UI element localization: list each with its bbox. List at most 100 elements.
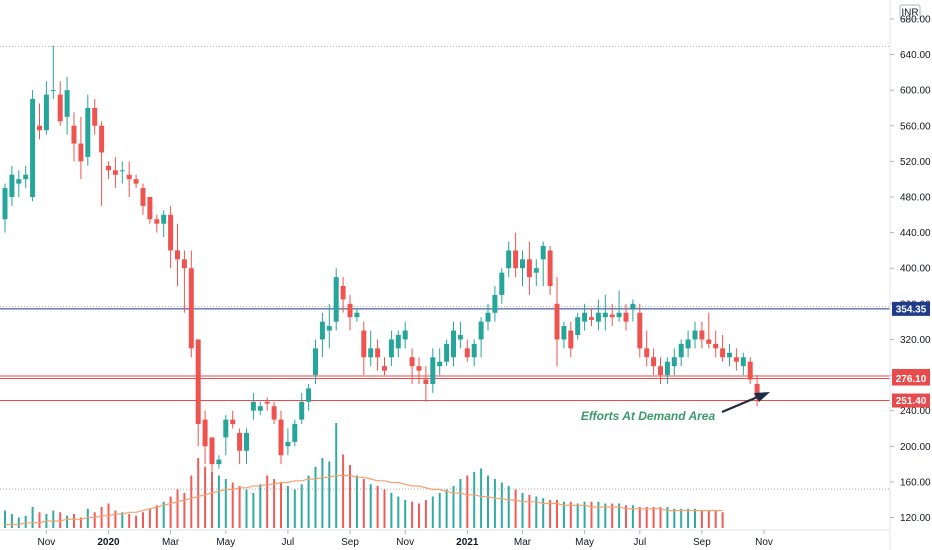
candle-body xyxy=(457,335,463,340)
candle-body xyxy=(140,188,146,206)
candle-body xyxy=(299,401,305,420)
candle-body xyxy=(423,379,429,384)
candle-body xyxy=(133,179,139,184)
volume-bar xyxy=(183,493,186,528)
candle-body xyxy=(699,330,705,340)
volume-bar xyxy=(590,501,593,528)
candle-body xyxy=(754,383,760,398)
volume-bar xyxy=(493,479,496,528)
volume-bar xyxy=(190,475,193,528)
volume-bar xyxy=(659,507,662,528)
candle-body xyxy=(30,99,36,197)
candle-body xyxy=(720,348,726,358)
candle-body xyxy=(244,432,249,451)
volume-bar xyxy=(687,508,690,528)
volume-bar xyxy=(148,508,151,528)
candle-body xyxy=(616,312,622,318)
candle-body xyxy=(92,107,98,126)
candle-body xyxy=(664,361,670,376)
y-tick-label-7: 400.00 xyxy=(900,264,931,275)
candle-body xyxy=(126,174,132,180)
candle-body xyxy=(264,401,270,404)
candle-body xyxy=(326,326,332,331)
candle-body xyxy=(568,330,574,349)
candle-body xyxy=(340,286,346,300)
candle-body xyxy=(16,179,22,184)
candle-body xyxy=(112,170,118,175)
volume-bar xyxy=(583,501,586,528)
volume-bar xyxy=(397,496,400,528)
candle-body xyxy=(416,366,422,371)
price-badge-0 xyxy=(892,301,930,316)
candle-body xyxy=(589,317,594,320)
candle-body xyxy=(582,312,588,322)
volume-bar xyxy=(135,515,138,528)
volume-bar xyxy=(707,510,710,528)
candle-body xyxy=(306,388,312,402)
candle-body xyxy=(382,366,387,371)
x-tick-label-9: May xyxy=(575,537,594,548)
candle-body xyxy=(319,321,325,340)
x-tick-label-3: May xyxy=(216,537,235,548)
candle-body xyxy=(223,419,229,438)
x-tick-label-12: Nov xyxy=(755,537,773,548)
candle-body xyxy=(402,330,408,340)
candle-body xyxy=(188,268,194,349)
candle-body xyxy=(333,277,339,322)
volume-bar xyxy=(10,514,13,528)
candle-body xyxy=(388,339,394,358)
volume-bar xyxy=(507,486,510,528)
candle-body xyxy=(237,432,243,451)
y-tick-label-12: 600.00 xyxy=(900,86,931,97)
candle-body xyxy=(713,343,719,349)
volume-bar xyxy=(611,503,614,528)
volume-bar xyxy=(169,496,172,528)
annotation-layer: Efforts At Demand Area xyxy=(581,392,770,423)
x-tick-label-2: Mar xyxy=(162,537,180,548)
volume-bar xyxy=(24,515,27,528)
volume-bar xyxy=(362,479,365,528)
volume-bar xyxy=(52,510,55,528)
candle-body xyxy=(492,294,498,313)
volume-bar xyxy=(473,472,476,528)
volume-bar xyxy=(652,507,655,528)
price-badge-label-3: 251.40 xyxy=(896,396,927,407)
volume-bar xyxy=(597,501,600,528)
candle-body xyxy=(609,314,615,318)
candle-body xyxy=(375,348,381,358)
price-badge-2 xyxy=(892,371,930,386)
volume-ma-line xyxy=(5,474,723,526)
volume-bar xyxy=(404,500,407,528)
volume-bar xyxy=(38,512,41,528)
candle-body xyxy=(471,343,477,358)
volume-bar xyxy=(86,508,89,528)
candles xyxy=(2,45,760,474)
volume-bar xyxy=(114,510,117,528)
volume-bar xyxy=(625,505,627,528)
price-levels xyxy=(0,308,890,402)
volume-bar xyxy=(162,501,165,528)
candle-body xyxy=(623,312,629,322)
candle-body xyxy=(195,339,201,425)
volume-bar xyxy=(673,508,676,528)
price-badge-label-0: 354.35 xyxy=(896,304,927,315)
candle-body xyxy=(9,174,15,197)
candle-body xyxy=(637,312,643,349)
candle-body xyxy=(478,321,484,340)
volume-bar xyxy=(238,486,241,528)
candle-body xyxy=(209,437,215,465)
candle-body xyxy=(168,214,174,251)
candle-body xyxy=(685,339,691,349)
x-tick-label-7: 2021 xyxy=(456,537,479,548)
candle-body xyxy=(23,174,29,180)
currency-box xyxy=(899,4,921,20)
candle-body xyxy=(651,357,657,367)
x-tick-label-10: Jul xyxy=(633,537,646,548)
volume-bar xyxy=(197,458,200,528)
volume-bar xyxy=(666,507,669,528)
volume-bar xyxy=(286,486,289,528)
volume-bar xyxy=(638,507,641,528)
volume-bar xyxy=(549,500,552,528)
volume-bar xyxy=(383,489,386,528)
volume-bar xyxy=(694,508,696,528)
